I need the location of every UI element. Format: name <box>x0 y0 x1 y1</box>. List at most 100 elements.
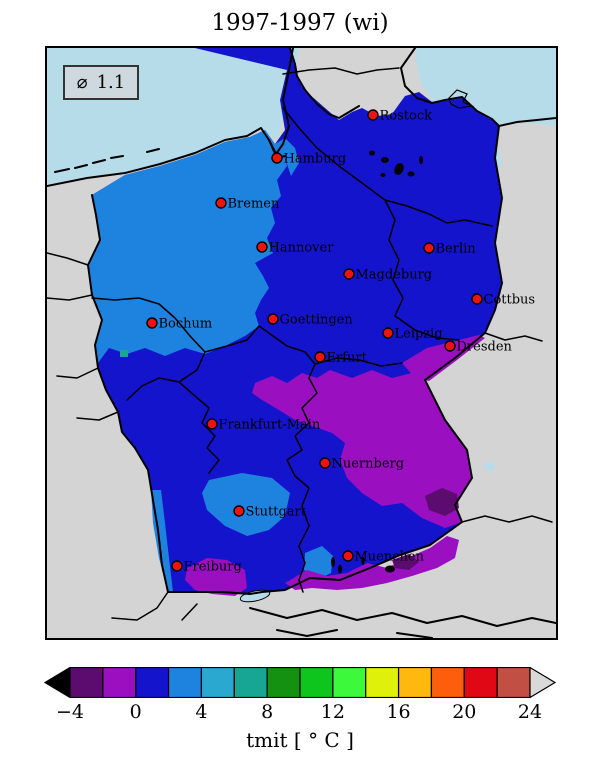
city-label-cottbus: Cottbus <box>484 293 536 308</box>
cities-layer: Rostock Hamburg Bremen Hannover BerlinMagdeb… <box>146 109 536 575</box>
patch-m2-0C-east-bavaria <box>252 370 472 528</box>
city-label-hamburg: Hamburg <box>284 152 347 167</box>
colorbar-segment-3 <box>167 667 203 698</box>
city-marker-rostock <box>367 109 379 121</box>
city-label-muenchen: Muenchen <box>355 550 425 565</box>
city-marker-magdeburg <box>343 268 355 280</box>
state-border-rhein-main <box>178 381 220 474</box>
city-label-bochum: Bochum <box>159 317 213 332</box>
ruegen-island-coast <box>448 89 475 109</box>
city-marker-dresden <box>444 340 456 352</box>
colorbar <box>43 667 557 698</box>
colorbar-axis-label: tmit [ ° C ] <box>246 728 354 752</box>
city-label-leipzig: Leipzig <box>395 327 443 342</box>
state-border-hessen-thuringia <box>204 325 318 477</box>
swiss-borders <box>111 591 198 621</box>
colorbar-over-arrow <box>529 667 557 698</box>
colorbar-segment-9 <box>365 667 400 698</box>
colorbar-tick-24: 24 <box>517 701 543 723</box>
colorbar-segment-5 <box>233 667 268 698</box>
city-label-stuttgart: Stuttgart <box>246 505 307 520</box>
colorbar-tick-0: 0 <box>129 701 142 723</box>
colorbar-segment-4 <box>200 667 235 698</box>
colorbar-segment-1 <box>102 667 137 698</box>
city-marker-freiburg <box>171 560 183 572</box>
patch-m4-m2C-bavarian-forest <box>425 488 459 516</box>
germany-border <box>87 48 503 595</box>
colorbar-tick-8: 8 <box>261 701 274 723</box>
state-border-brandenburg-west <box>384 199 460 341</box>
colorbar-tick-−4: −4 <box>55 701 85 723</box>
alpine-lake <box>485 463 494 470</box>
patch-2-4C-northwest <box>88 130 299 363</box>
city-marker-leipzig <box>382 327 394 339</box>
colorbar-segment-2 <box>135 667 170 698</box>
czech-austria-borders <box>461 332 553 523</box>
city-label-berlin: Berlin <box>436 242 477 257</box>
patch-m2-0C-erzgebirge <box>402 335 485 381</box>
colorbar-tick-16: 16 <box>386 701 411 723</box>
city-marker-hannover <box>256 241 268 253</box>
map-canvas: Rostock Hamburg Bremen Hannover BerlinMagdeb… <box>47 48 556 638</box>
germany-temperature-map: Rostock Hamburg Bremen Hannover Berlin Magdeb… <box>45 46 558 640</box>
patch-6-8C-spot <box>120 350 128 357</box>
frisian-islands <box>54 148 160 173</box>
city-label-freiburg: Freiburg <box>184 560 242 575</box>
city-label-rostock: Rostock <box>380 109 433 124</box>
city-marker-cottbus <box>471 293 483 305</box>
colorbar-tick-20: 20 <box>452 701 477 723</box>
city-label-nuernberg: Nuernberg <box>332 457 405 472</box>
city-marker-muenchen <box>342 550 354 562</box>
city-label-frankfurt-main: Frankfurt-Main <box>219 418 321 433</box>
alps-ridges <box>249 607 556 638</box>
patch-2-4C-stuttgart <box>202 473 290 536</box>
benelux-borders <box>47 252 119 421</box>
polish-coast <box>498 117 556 127</box>
city-marker-frankfurt-main <box>206 418 218 430</box>
mean-symbol: ⌀ <box>76 72 88 93</box>
city-marker-stuttgart <box>233 505 245 517</box>
colorbar-segment-7 <box>299 667 334 698</box>
patch-m2-0C-alps <box>285 536 459 590</box>
city-label-hannover: Hannover <box>269 241 335 256</box>
mean-value: 1.1 <box>96 72 126 93</box>
city-marker-erfurt <box>314 351 326 363</box>
city-marker-nuernberg <box>319 457 331 469</box>
colorbar-segment-0 <box>69 667 104 698</box>
bavarian-lakes <box>331 557 395 574</box>
page-title: 1997-1997 (wi) <box>211 10 389 36</box>
baltic-sea <box>415 48 556 126</box>
city-label-dresden: Dresden <box>457 340 513 355</box>
city-marker-berlin <box>423 242 435 254</box>
state-border-bw-bavaria <box>294 475 310 593</box>
colorbar-segment-13 <box>496 667 531 698</box>
patch-m2-0C-black-forest <box>185 558 247 596</box>
city-label-magdeburg: Magdeburg <box>356 268 433 283</box>
north-sea-coastline <box>47 48 294 187</box>
colorbar-segment-12 <box>463 667 498 698</box>
state-border-mecklenburg-south <box>384 199 493 227</box>
city-marker-goettingen <box>267 313 279 325</box>
colorbar-segments <box>69 667 531 698</box>
city-label-erfurt: Erfurt <box>327 351 368 366</box>
state-border-thuringia-saxony <box>314 357 403 367</box>
colorbar-segment-10 <box>397 667 433 698</box>
colorbar-segment-8 <box>332 667 367 698</box>
colorbar-under-arrow <box>43 667 71 698</box>
city-marker-hamburg <box>271 152 283 164</box>
city-label-goettingen: Goettingen <box>280 313 354 328</box>
danish-border <box>282 67 400 75</box>
mecklenburg-lakes <box>369 150 423 177</box>
colorbar-ticks: −4 0 4 8 12 16 20 24 <box>40 701 560 725</box>
mean-value-box: ⌀ 1.1 <box>63 65 139 100</box>
colorbar-segment-6 <box>266 667 301 698</box>
city-marker-bochum <box>146 317 158 329</box>
city-label-bremen: Bremen <box>228 197 280 212</box>
patch-m4-m2C-alps <box>392 554 419 570</box>
state-border-elbe <box>282 107 386 201</box>
state-border-nrw <box>91 297 206 401</box>
colorbar-tick-12: 12 <box>320 701 345 723</box>
colorbar-tick-4: 4 <box>195 701 208 723</box>
colorbar-segment-11 <box>430 667 465 698</box>
city-marker-bremen <box>215 197 227 209</box>
